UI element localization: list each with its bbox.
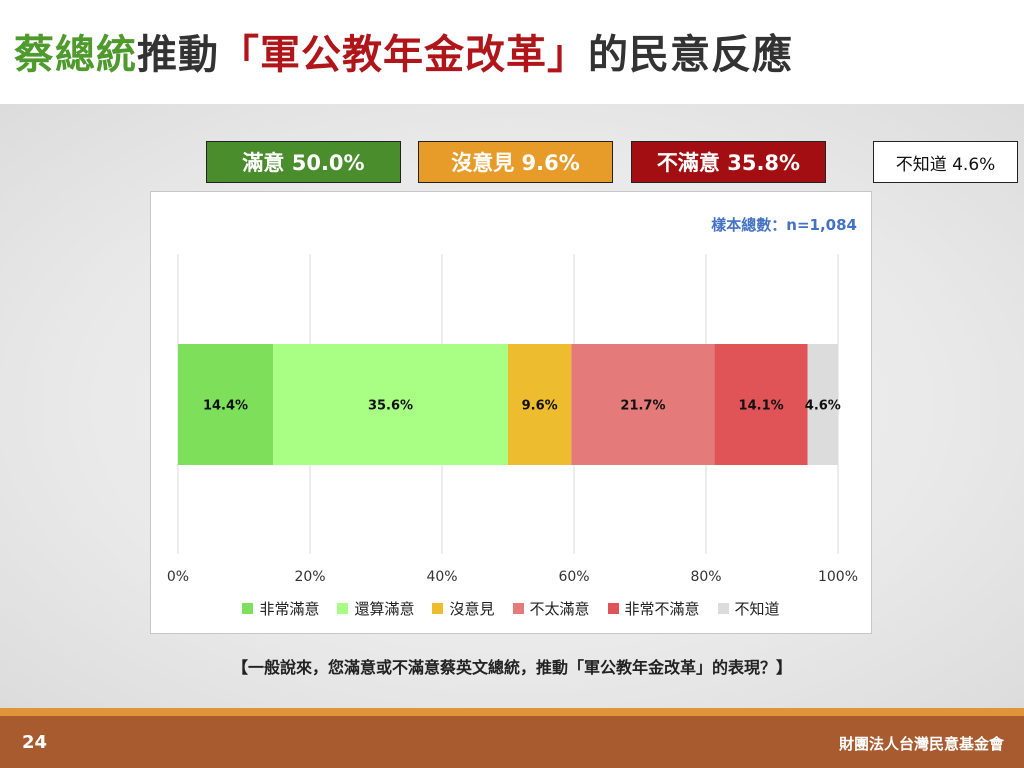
legend-swatch [337,603,349,614]
legend-item: 非常不滿意 [607,598,700,619]
legend-item: 還算滿意 [337,598,414,619]
summary-dissatisfied-box: 不滿意 35.8% [631,141,826,183]
survey-question: 【一般說來，您滿意或不滿意蔡英文總統，推動「軍公教年金改革」的表現？】 [231,658,792,677]
stacked-bar-chart: 0% 20% 40% 60% 80% 100% 14.4% 35.6% 9.6% 21.7% 14.… [167,254,858,585]
legend-item: 不知道 [717,598,780,619]
page-title: 蔡總統推動「軍公教年金改革」的民意反應 [14,22,793,80]
legend-item: 不太滿意 [512,598,590,619]
legend-swatch [242,603,254,614]
x-tick-label: 40% [426,569,457,585]
legend-label: 非常滿意 [259,600,320,618]
legend-label: 非常不滿意 [624,600,700,618]
title-subject: 蔡總統 [14,32,137,78]
sample-size-label: 樣本總數：n=1,084 [711,216,857,234]
data-label: 9.6% [522,399,558,414]
data-label: 14.4% [203,399,248,414]
data-label: 35.6% [368,399,413,414]
title-verb: 推動 [137,32,219,78]
summary-satisfied-box: 滿意 50.0% [206,141,401,183]
legend-item: 非常滿意 [242,598,319,619]
chart-legend: 非常滿意 還算滿意 沒意見 不太滿意 非常不滿意 不知道 [151,598,871,619]
bar-segment [273,344,508,465]
page-number: 24 [22,732,48,753]
legend-label: 不太滿意 [529,600,590,618]
data-label: 14.1% [739,399,784,414]
title-policy: 「軍公教年金改革」 [219,32,588,78]
summary-no-opinion-box: 沒意見 9.6% [418,141,613,183]
bar-segment [714,344,808,465]
legend-swatch [607,603,619,614]
data-label: 4.6% [805,399,841,414]
legend-item: 沒意見 [432,598,495,619]
organization-name: 財團法人台灣民意基金會 [838,735,1004,753]
x-tick-label: 60% [558,569,589,585]
x-tick-label: 20% [294,569,325,585]
legend-swatch [512,603,524,614]
footer-bar: 24 財團法人台灣民意基金會 [0,716,1024,768]
x-tick-label: 100% [818,569,858,585]
legend-swatch [717,603,729,614]
data-label: 21.7% [620,399,665,414]
footer-accent-line [0,708,1024,716]
bar-segment [807,344,838,465]
bar-segment [508,344,572,465]
legend-swatch [432,603,444,614]
legend-label: 還算滿意 [354,600,415,618]
x-tick-label: 0% [167,569,189,585]
summary-dont-know-box: 不知道 4.6% [873,141,1018,183]
legend-label: 不知道 [734,600,780,618]
title-suffix: 的民意反應 [588,32,793,78]
x-tick-label: 80% [690,569,721,585]
legend-label: 沒意見 [449,600,495,618]
bar-segment [178,344,274,465]
bar-segment [571,344,715,465]
chart-panel: 樣本總數：n=1,084 0% 20% 40% 60% 80% 100% 14.4% 35.6… [150,191,872,634]
title-bar: 蔡總統推動「軍公教年金改革」的民意反應 [0,0,1024,104]
